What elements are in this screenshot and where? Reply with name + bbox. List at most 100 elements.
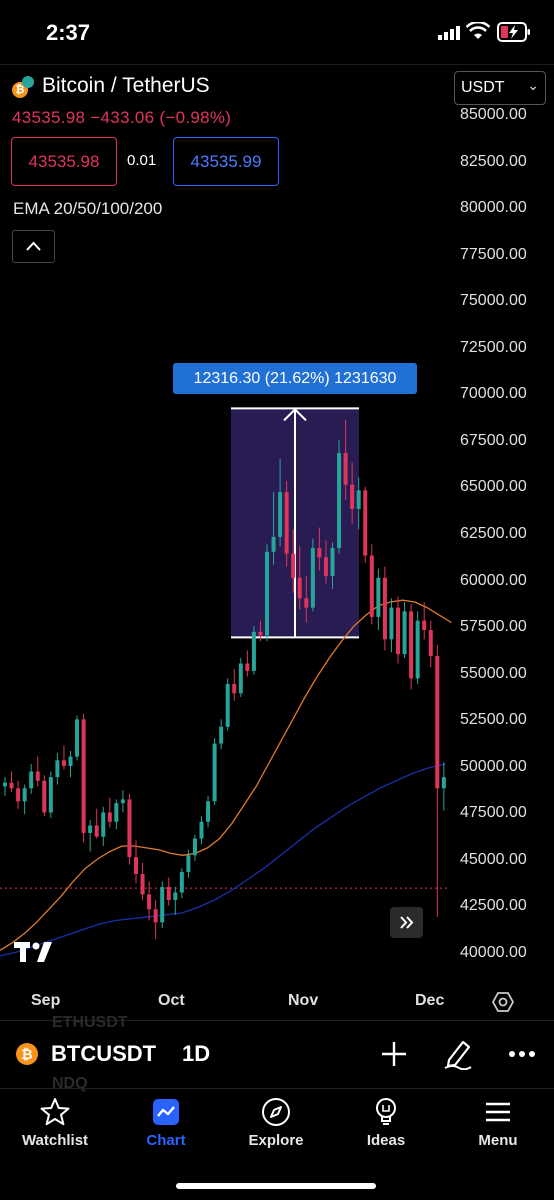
candle-body	[179, 872, 184, 893]
candle-body	[428, 629, 433, 657]
drawing-tool-icon[interactable]	[443, 1038, 473, 1070]
candle-body	[48, 777, 53, 813]
header-divider	[0, 64, 554, 65]
candle-body	[317, 548, 322, 558]
menu-icon	[486, 1102, 510, 1122]
y-tick-label: 72500.00	[460, 338, 527, 356]
candle-body	[435, 656, 440, 789]
y-tick-label: 85000.00	[460, 106, 527, 123]
candle-body	[192, 838, 197, 856]
tab-chart[interactable]: Chart	[116, 1096, 216, 1149]
tab-ideas[interactable]: Ideas	[336, 1096, 436, 1149]
collapse-indicators-button[interactable]	[12, 230, 55, 263]
candle-body	[297, 577, 302, 599]
candle-body	[94, 825, 99, 837]
candle-body	[441, 777, 446, 789]
candle-body	[42, 780, 47, 813]
candle-body	[369, 555, 374, 617]
candle-body	[35, 771, 40, 781]
candle-body	[206, 801, 211, 822]
candle-body	[284, 492, 289, 554]
candle-body	[101, 812, 106, 837]
tradingview-logo-icon	[14, 942, 52, 962]
tab-label: Watchlist	[21, 1132, 89, 1149]
tab-menu[interactable]: Menu	[448, 1096, 548, 1149]
y-tick-label: 52500.00	[460, 711, 527, 729]
measure-label: 12316.30 (21.62%) 1231630	[173, 363, 417, 394]
price-change: 43535.98 −433.06 (−0.98%)	[12, 108, 232, 127]
chart-icon	[153, 1099, 179, 1125]
candle-body	[258, 631, 263, 636]
y-tick-label: 45000.00	[460, 850, 527, 868]
currency-select[interactable]: USDT ⌄	[454, 71, 546, 105]
candle-body	[212, 743, 217, 802]
bitcoin-logo-icon: ₿	[16, 1043, 38, 1065]
candle-body	[219, 726, 224, 744]
home-indicator	[176, 1183, 376, 1189]
candle-body	[88, 825, 93, 833]
tether-logo-icon	[22, 76, 34, 88]
wifi-icon	[466, 22, 490, 39]
candle-body	[120, 799, 125, 804]
x-tick-nov: Nov	[288, 992, 319, 1009]
symbol-name[interactable]: BTCUSDT	[51, 1041, 157, 1066]
tab-watchlist[interactable]: Watchlist	[5, 1096, 105, 1149]
candle-body	[232, 683, 237, 694]
candle-body	[140, 873, 145, 895]
candle-body	[310, 548, 315, 608]
candle-body	[147, 894, 152, 910]
candle-body	[291, 553, 296, 578]
candle-body	[55, 760, 60, 778]
candle-body	[3, 782, 7, 787]
y-tick-label: 65000.00	[460, 478, 527, 496]
status-time: 2:37	[46, 20, 91, 45]
candle-body	[75, 719, 80, 757]
candle-body	[265, 551, 269, 636]
more-options-icon[interactable]	[508, 1050, 536, 1058]
x-tick-oct: Oct	[158, 992, 185, 1009]
scroll-to-realtime-button[interactable]	[390, 907, 423, 938]
y-tick-label: 42500.00	[460, 897, 527, 915]
candle-body	[81, 719, 86, 833]
tab-label: Chart	[146, 1132, 186, 1149]
candle-body	[166, 886, 171, 900]
indicator-label[interactable]: EMA 20/50/100/200	[13, 199, 163, 218]
tab-explore[interactable]: Explore	[226, 1096, 326, 1149]
sell-button[interactable]: 43535.98	[11, 137, 117, 186]
y-tick-label: 80000.00	[460, 199, 527, 217]
interval-selector[interactable]: 1D	[182, 1041, 211, 1066]
y-tick-label: 75000.00	[460, 292, 527, 310]
candle-body	[330, 548, 335, 576]
symbol-title[interactable]: Bitcoin / TetherUS	[42, 74, 210, 97]
chevron-down-icon: ⌄	[527, 77, 539, 93]
tab-label: Explore	[248, 1132, 304, 1149]
candle-body	[350, 484, 355, 509]
spread-value: 0.01	[127, 152, 157, 169]
candle-body	[304, 598, 309, 608]
x-tick-sep: Sep	[31, 992, 61, 1009]
candle-body	[127, 799, 132, 858]
candle-body	[134, 857, 138, 874]
y-tick-label: 77500.00	[460, 245, 527, 263]
y-tick-label: 60000.00	[460, 571, 527, 589]
candle-body	[402, 611, 407, 655]
candle-body	[245, 663, 250, 671]
currency-value: USDT	[461, 79, 505, 96]
ghost-symbol-above: ETHUSDT	[52, 1014, 128, 1031]
candle-body	[153, 909, 158, 923]
candle-body	[114, 803, 119, 822]
candle-body	[199, 821, 204, 839]
y-tick-label: 40000.00	[460, 944, 527, 961]
candle-body	[337, 453, 342, 549]
y-tick-label: 55000.00	[460, 664, 527, 682]
buy-button[interactable]: 43535.99	[173, 137, 279, 186]
compass-icon	[262, 1098, 290, 1126]
y-tick-label: 70000.00	[460, 385, 527, 403]
candle-body	[376, 577, 381, 617]
add-icon[interactable]	[380, 1040, 408, 1068]
candle-body	[173, 892, 178, 900]
chart-settings-icon[interactable]	[492, 991, 514, 1013]
candle-body	[16, 788, 21, 802]
candle-body	[238, 663, 243, 694]
price-chart[interactable]	[0, 0, 554, 1000]
